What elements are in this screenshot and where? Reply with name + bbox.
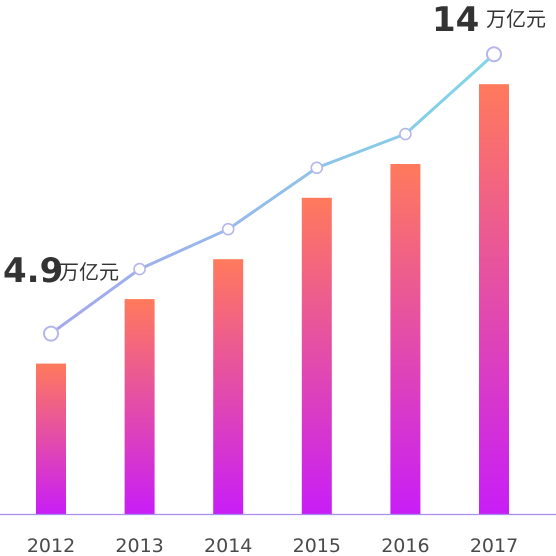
bar-2014: [213, 259, 244, 514]
x-tick-labels: 2012 2013 2014 2015 2016 2017: [27, 535, 518, 556]
x-tick-2014: 2014: [204, 535, 252, 556]
line-marker-2012: [43, 325, 59, 342]
x-tick-2016: 2016: [381, 535, 429, 556]
bar-2013: [124, 299, 155, 514]
trend-line: [50, 53, 496, 335]
annotation-value-2017: 14: [432, 0, 479, 40]
trend-markers: [43, 46, 502, 342]
x-tick-2015: 2015: [293, 535, 341, 556]
annotation-value-2012: 4.9: [3, 251, 63, 291]
x-tick-2013: 2013: [115, 535, 163, 556]
bar-2017: [479, 84, 509, 514]
bar-2015: [301, 197, 332, 515]
line-marker-2017: [486, 46, 502, 63]
annotation-unit-2017: 万亿元: [486, 7, 546, 31]
annotation-unit-2012: 万亿元: [59, 260, 119, 284]
x-tick-2017: 2017: [470, 535, 518, 556]
line-marker-2013: [133, 262, 146, 276]
line-marker-2015: [310, 161, 324, 175]
bar-series: [36, 84, 509, 515]
line-marker-2016: [399, 127, 412, 141]
bar-2012: [36, 363, 66, 514]
x-tick-2012: 2012: [27, 535, 75, 556]
line-marker-2014: [221, 222, 235, 236]
bar-2016: [390, 164, 421, 514]
